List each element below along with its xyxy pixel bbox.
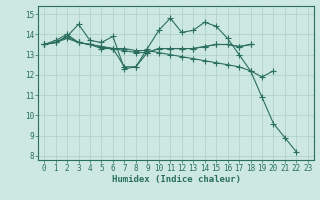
X-axis label: Humidex (Indice chaleur): Humidex (Indice chaleur): [111, 175, 241, 184]
